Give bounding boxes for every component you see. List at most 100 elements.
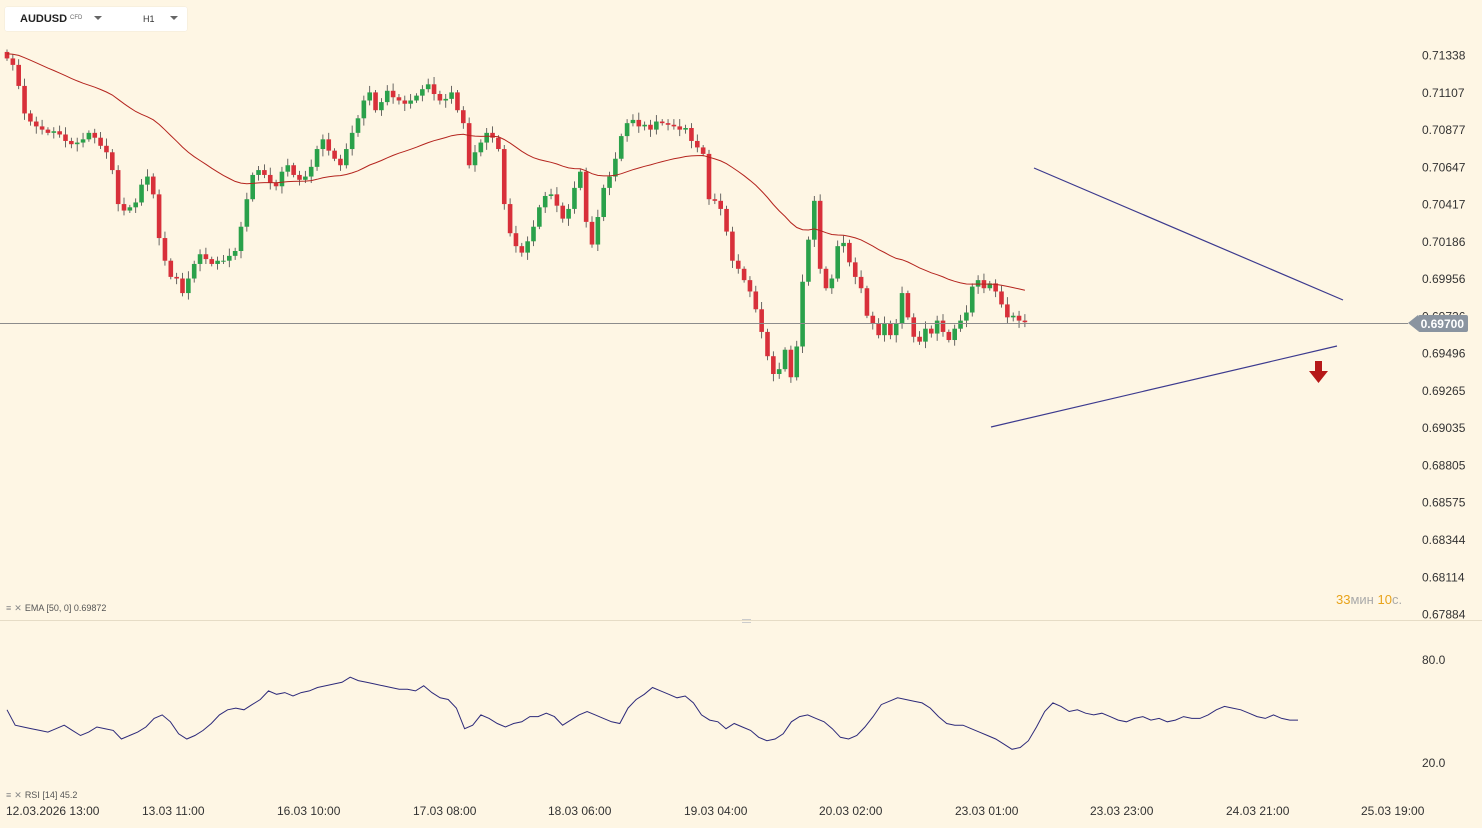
- candle-body: [338, 158, 343, 166]
- time-tick-label: 24.03 21:00: [1226, 804, 1290, 818]
- candle-body: [396, 97, 402, 101]
- candle-body: [718, 200, 723, 209]
- candle-body: [420, 89, 425, 96]
- symbol-selector[interactable]: AUDUSD: [20, 13, 68, 25]
- chevron-down-icon[interactable]: [170, 16, 178, 20]
- candlestick-series: [4, 49, 1028, 383]
- candle-body: [186, 278, 191, 294]
- candle-body: [975, 280, 981, 287]
- candle-body: [256, 170, 261, 175]
- candle-body: [496, 137, 501, 150]
- candle-body: [665, 123, 671, 125]
- candle-body: [507, 204, 513, 234]
- candle-body: [712, 199, 718, 201]
- candle-body: [425, 84, 431, 90]
- price-tick-label: 0.67884: [1422, 608, 1466, 622]
- candle-body: [741, 268, 747, 281]
- candle-body: [402, 100, 408, 104]
- candle-body: [408, 100, 413, 104]
- candle-body: [806, 239, 811, 282]
- candle-body: [771, 356, 776, 375]
- candle-body: [934, 320, 940, 334]
- price-tick-label: 0.68344: [1422, 533, 1466, 547]
- rsi-axis: 80.0 20.0: [1422, 653, 1446, 770]
- candle-body: [80, 139, 86, 143]
- candle-body: [993, 283, 998, 292]
- candle-body: [63, 134, 68, 141]
- ema-line: [6, 53, 1026, 291]
- time-tick-label: 23.03 01:00: [955, 804, 1019, 818]
- candle-body: [659, 121, 665, 124]
- price-tick-label: 0.69035: [1422, 421, 1466, 435]
- candle-body: [92, 132, 98, 138]
- candle-body: [191, 263, 197, 279]
- candle-body: [607, 176, 612, 188]
- candle-body: [110, 152, 115, 171]
- price-label-pointer: [1408, 315, 1418, 331]
- timeframe-selector[interactable]: H1: [143, 14, 155, 24]
- price-tick-label: 0.71107: [1422, 86, 1465, 100]
- candle-body: [964, 312, 969, 321]
- candle-body: [262, 170, 267, 175]
- candle-body: [958, 320, 963, 329]
- price-tick-label: 0.69956: [1422, 272, 1466, 286]
- symbol-toolbar: AUDUSD CFD H1: [5, 7, 187, 31]
- candle-body: [455, 92, 460, 111]
- candle-body: [115, 170, 121, 205]
- candle-body: [74, 142, 80, 145]
- candle-body: [677, 126, 683, 130]
- rsi-indicator-legend[interactable]: ≡ ✕ RSI [14] 45.2: [6, 790, 77, 801]
- current-price-text: 0.69700: [1420, 317, 1464, 331]
- candle-body: [618, 136, 624, 159]
- ema-indicator-legend[interactable]: ≡ ✕ EMA [50, 0] 0.69872: [6, 603, 106, 614]
- candle-body: [595, 217, 601, 245]
- chevron-down-icon[interactable]: [94, 16, 102, 20]
- candle-body: [180, 278, 185, 294]
- candle-body: [133, 202, 138, 208]
- candle-body: [209, 259, 215, 264]
- candle-body: [344, 149, 349, 166]
- candle-body: [379, 102, 384, 111]
- time-tick-label: 23.03 23:00: [1090, 804, 1154, 818]
- candle-body: [560, 205, 566, 219]
- symbol-type-badge: CFD: [70, 15, 83, 21]
- candle-body: [917, 336, 922, 342]
- candle-body: [501, 149, 507, 205]
- candle-body: [250, 174, 255, 200]
- candle-body: [636, 119, 642, 127]
- candle-body: [765, 331, 770, 357]
- candle-body: [566, 208, 571, 219]
- current-price-label: 0.69700: [1408, 315, 1468, 332]
- time-tick-label: 17.03 08:00: [413, 804, 477, 818]
- candle-body: [513, 233, 519, 247]
- price-tick-label: 0.71338: [1422, 49, 1466, 63]
- candle-body: [870, 315, 876, 324]
- candle-body: [519, 246, 525, 253]
- candle-body: [285, 165, 291, 172]
- candle-body: [999, 291, 1004, 305]
- candle-body: [414, 95, 419, 101]
- candle-body: [554, 194, 560, 206]
- panel-resize-handle[interactable]: [742, 619, 751, 623]
- candle-body: [753, 291, 759, 310]
- candle-body: [57, 131, 62, 135]
- candle-body: [613, 158, 618, 177]
- price-axis: 0.71338 0.71107 0.70877 0.70647 0.70417 0.701…: [1422, 49, 1466, 622]
- time-tick-label: 20.03 02:00: [819, 804, 883, 818]
- candle-body: [484, 132, 489, 143]
- candle-body: [86, 132, 92, 140]
- candle-body: [308, 166, 314, 177]
- candle-body: [215, 260, 220, 264]
- triangle-upper-trendline[interactable]: [1033, 167, 1344, 301]
- candle-body: [197, 254, 203, 264]
- candle-body: [759, 309, 764, 332]
- settings-icon[interactable]: ≡: [6, 790, 12, 800]
- candle-body: [332, 150, 337, 159]
- candle-body: [373, 92, 378, 111]
- candle-body: [946, 331, 952, 341]
- close-icon[interactable]: ✕: [14, 603, 22, 613]
- triangle-lower-trendline[interactable]: [990, 345, 1338, 428]
- close-icon[interactable]: ✕: [14, 790, 22, 800]
- settings-icon[interactable]: ≡: [6, 603, 12, 613]
